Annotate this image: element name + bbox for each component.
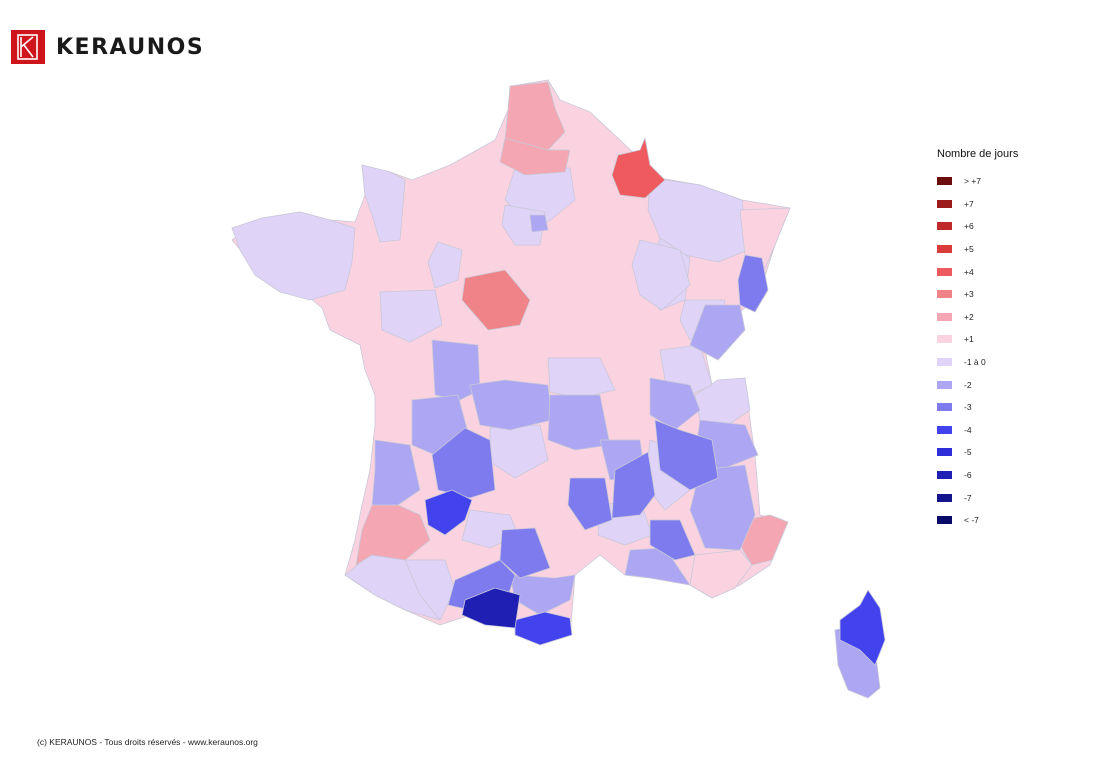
legend-swatch bbox=[937, 199, 952, 208]
legend-label: -3 bbox=[964, 402, 972, 413]
region-paris bbox=[529, 214, 549, 233]
region-savoie bbox=[654, 419, 719, 491]
region-var bbox=[689, 549, 753, 599]
legend-item: -2 bbox=[937, 373, 1018, 396]
region-vosges bbox=[737, 254, 769, 313]
region-gironde bbox=[371, 439, 421, 506]
region-pyrenees-orientales bbox=[514, 611, 573, 646]
keraunos-logo: KERAUNOS bbox=[11, 30, 204, 64]
legend-item: -4 bbox=[937, 419, 1018, 442]
region-bretagne bbox=[231, 211, 356, 301]
region-haute-vienne bbox=[431, 339, 481, 401]
region-landes bbox=[355, 504, 431, 566]
legend-item: +5 bbox=[937, 238, 1018, 261]
legend: Nombre de jours > +7 +7 +6 +5 +4 +3 +2 +1 -1 à 0… bbox=[937, 148, 1018, 532]
legend-item: -7 bbox=[937, 486, 1018, 509]
legend-label: +2 bbox=[964, 311, 974, 322]
region-doubs bbox=[689, 304, 746, 361]
legend-swatch bbox=[937, 448, 952, 457]
legend-title: Nombre de jours bbox=[937, 148, 1019, 160]
legend-swatch bbox=[937, 403, 952, 412]
region-mayenne bbox=[427, 241, 463, 289]
region-haute-marne bbox=[631, 239, 691, 311]
legend-swatch bbox=[937, 267, 952, 276]
region-loire-atlantique bbox=[379, 289, 443, 343]
region-haute-corse bbox=[839, 589, 886, 666]
legend-swatch bbox=[937, 516, 952, 525]
region-creuse bbox=[469, 379, 553, 431]
legend-swatch bbox=[937, 290, 952, 299]
legend-swatch bbox=[937, 335, 952, 344]
legend-swatch bbox=[937, 177, 952, 186]
legend-swatch bbox=[937, 245, 952, 254]
legend-label: -2 bbox=[964, 379, 972, 390]
legend-item: -1 à 0 bbox=[937, 351, 1018, 374]
region-gers bbox=[404, 559, 456, 621]
region-aveyron bbox=[567, 477, 613, 531]
region-cantal bbox=[547, 394, 611, 451]
region-champagne bbox=[647, 177, 749, 263]
legend-swatch bbox=[937, 380, 952, 389]
legend-label: +7 bbox=[964, 198, 974, 209]
legend-item: +4 bbox=[937, 260, 1018, 283]
region-ariege bbox=[461, 587, 521, 629]
legend-label: > +7 bbox=[964, 176, 982, 187]
region-gard bbox=[649, 519, 696, 561]
copyright-text: (c) KERAUNOS - Tous droits réservés - ww… bbox=[37, 737, 258, 747]
legend-item: +6 bbox=[937, 215, 1018, 238]
legend-item: +1 bbox=[937, 328, 1018, 351]
legend-list: > +7 +7 +6 +5 +4 +3 +2 +1 -1 à 0 -2 -3 -4 -5 -6 -7 < -7 bbox=[937, 170, 1018, 532]
region-loir-et-cher bbox=[461, 269, 531, 331]
legend-label: +4 bbox=[964, 266, 974, 277]
legend-item: +3 bbox=[937, 283, 1018, 306]
region-dordogne bbox=[431, 427, 496, 499]
legend-label: -1 à 0 bbox=[964, 357, 986, 368]
legend-swatch bbox=[937, 222, 952, 231]
legend-item: -6 bbox=[937, 464, 1018, 487]
legend-label: -7 bbox=[964, 492, 972, 503]
legend-swatch bbox=[937, 471, 952, 480]
region-tarn bbox=[499, 527, 551, 579]
legend-label: +5 bbox=[964, 244, 974, 255]
legend-label: -5 bbox=[964, 447, 972, 458]
legend-swatch bbox=[937, 312, 952, 321]
legend-item: -3 bbox=[937, 396, 1018, 419]
region-ardeche bbox=[611, 451, 656, 519]
legend-swatch bbox=[937, 493, 952, 502]
legend-item: +7 bbox=[937, 193, 1018, 216]
legend-swatch bbox=[937, 425, 952, 434]
region-ain bbox=[649, 377, 701, 431]
legend-label: < -7 bbox=[964, 515, 979, 526]
brand-name: KERAUNOS bbox=[56, 34, 205, 60]
region-allier bbox=[547, 357, 616, 399]
legend-label: -4 bbox=[964, 424, 972, 435]
legend-item: +2 bbox=[937, 306, 1018, 329]
region-ardennes bbox=[611, 137, 666, 199]
legend-item: > +7 bbox=[937, 170, 1018, 193]
legend-item: < -7 bbox=[937, 509, 1018, 532]
legend-item: -5 bbox=[937, 441, 1018, 464]
region-lot bbox=[424, 489, 473, 536]
legend-swatch bbox=[937, 358, 952, 367]
region-manche bbox=[361, 164, 406, 243]
legend-label: +1 bbox=[964, 334, 974, 345]
legend-label: -6 bbox=[964, 470, 972, 481]
legend-label: +3 bbox=[964, 289, 974, 300]
legend-label: +6 bbox=[964, 221, 974, 232]
lightning-k-icon bbox=[11, 30, 45, 64]
region-somme bbox=[499, 137, 571, 176]
